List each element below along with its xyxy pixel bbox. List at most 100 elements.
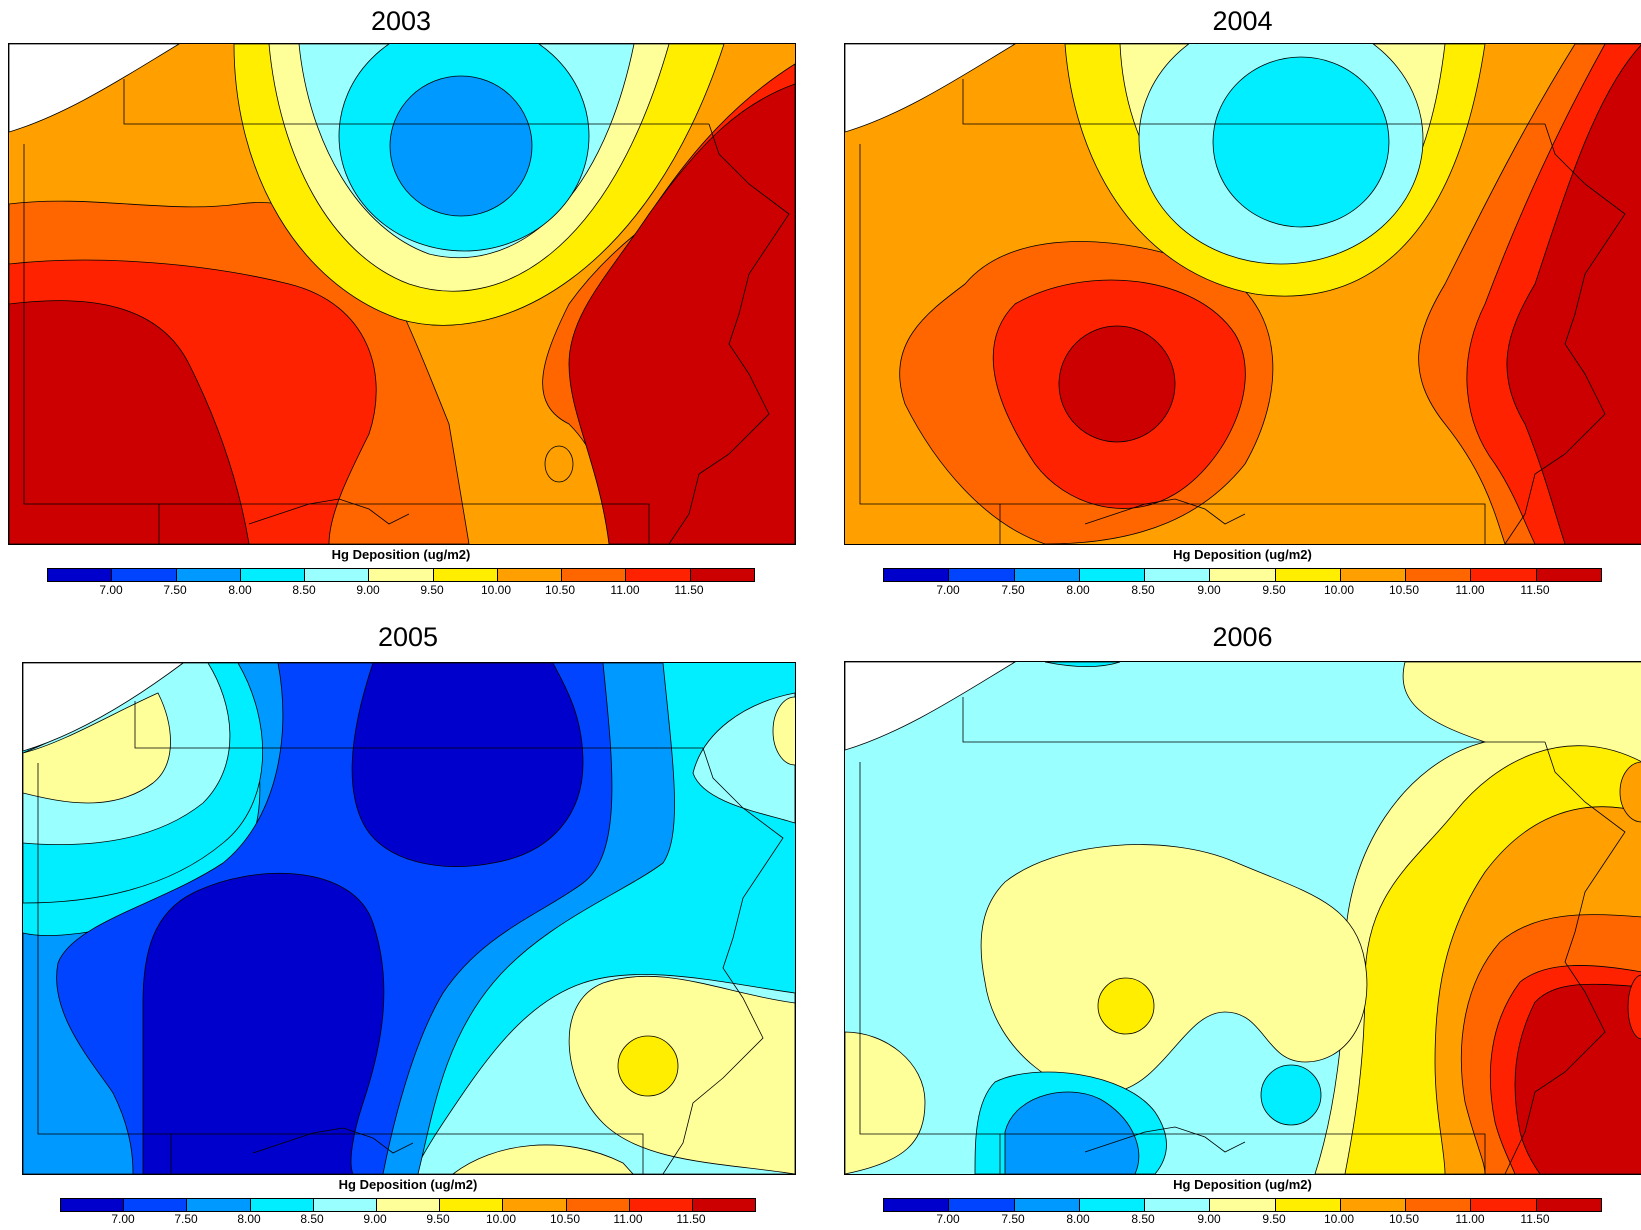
colorbar-tick: 7.50 (163, 583, 187, 597)
colorbar-box (433, 569, 498, 581)
colorbar-box (1275, 1199, 1341, 1211)
colorbar-box (949, 569, 1015, 581)
colorbar-box (1536, 569, 1601, 581)
colorbar-tick: 7.50 (1001, 1212, 1025, 1226)
colorbar-title: Hg Deposition (ug/m2) (338, 1177, 478, 1192)
colorbar-box (305, 569, 370, 581)
colorbar-box (187, 1199, 251, 1211)
colorbar-box (1145, 1199, 1211, 1211)
colorbar-tick: 9.00 (1197, 583, 1221, 597)
colorbar-box (1079, 569, 1146, 581)
contour-plot (845, 44, 1641, 544)
colorbar-box (949, 1199, 1015, 1211)
colorbar (47, 568, 755, 582)
contour-map (844, 43, 1641, 545)
colorbar-tick: 10.00 (485, 1212, 517, 1226)
colorbar-box (503, 1199, 567, 1211)
colorbar-tick: 11.50 (1520, 583, 1550, 597)
colorbar-tick: 10.50 (1388, 583, 1420, 597)
colorbar-tick: 10.00 (1323, 583, 1355, 597)
colorbar-tick: 7.00 (936, 583, 960, 597)
colorbar-box (1406, 1199, 1472, 1211)
colorbar-box (626, 569, 691, 581)
colorbar-tick: 9.50 (1262, 583, 1286, 597)
colorbar-tick: 10.50 (1388, 1212, 1420, 1226)
colorbar-box (690, 569, 754, 581)
colorbar-box (1340, 1199, 1407, 1211)
colorbar-box (61, 1199, 125, 1211)
colorbar-box (629, 1199, 693, 1211)
colorbar-tick: 8.00 (1066, 583, 1090, 597)
panel-title: 2003 (370, 6, 432, 36)
colorbar-tick: 7.00 (111, 1212, 135, 1226)
colorbar-tick: 8.50 (1131, 1212, 1155, 1226)
colorbar-box (1340, 569, 1407, 581)
colorbar-tick: 7.50 (1001, 583, 1025, 597)
colorbar-tick: 8.50 (292, 583, 316, 597)
colorbar-tick: 10.50 (544, 583, 576, 597)
colorbar-tick: 10.00 (1323, 1212, 1355, 1226)
colorbar-box (124, 1199, 188, 1211)
colorbar-tick: 9.50 (1262, 1212, 1286, 1226)
colorbar-tick: 10.50 (549, 1212, 581, 1226)
colorbar-tick: 9.50 (420, 583, 444, 597)
colorbar-tick: 11.00 (1455, 1212, 1485, 1226)
colorbar-tick: 8.00 (1066, 1212, 1090, 1226)
colorbar-box (176, 569, 241, 581)
colorbar-tick: 9.50 (426, 1212, 450, 1226)
colorbar-tick: 9.00 (356, 583, 380, 597)
contour-plot (9, 44, 795, 544)
colorbar-tick: 7.00 (99, 583, 123, 597)
colorbar-tick: 9.00 (1197, 1212, 1221, 1226)
colorbar (60, 1198, 756, 1212)
colorbar-tick: 11.50 (676, 1212, 706, 1226)
colorbar-tick: 11.50 (1520, 1212, 1550, 1226)
colorbar-box (566, 1199, 630, 1211)
colorbar (883, 568, 1602, 582)
colorbar-title: Hg Deposition (ug/m2) (1173, 547, 1312, 562)
colorbar-tick: 11.00 (613, 1212, 643, 1226)
colorbar-box (1145, 569, 1211, 581)
colorbar-box (1471, 1199, 1537, 1211)
panel-title: 2005 (377, 622, 439, 652)
colorbar-tick: 8.50 (300, 1212, 324, 1226)
panel-title: 2004 (1212, 6, 1273, 36)
colorbar-tick: 11.00 (610, 583, 640, 597)
colorbar-box (1014, 1199, 1080, 1211)
contour-map (22, 662, 796, 1175)
colorbar-box (692, 1199, 756, 1211)
contour-plot (23, 663, 795, 1174)
colorbar-box (1210, 1199, 1276, 1211)
contour-map (844, 661, 1641, 1175)
colorbar-box (376, 1199, 441, 1211)
colorbar-box (1014, 569, 1080, 581)
colorbar (883, 1198, 1602, 1212)
colorbar-title: Hg Deposition (ug/m2) (1173, 1177, 1312, 1192)
colorbar-tick: 7.50 (174, 1212, 198, 1226)
colorbar-box (497, 569, 563, 581)
panel-title: 2006 (1212, 622, 1273, 652)
colorbar-box (369, 569, 434, 581)
colorbar-title: Hg Deposition (ug/m2) (331, 547, 471, 562)
colorbar-tick: 11.00 (1455, 583, 1485, 597)
colorbar-box (884, 1199, 950, 1211)
colorbar-tick: 7.00 (936, 1212, 960, 1226)
colorbar-tick: 11.50 (674, 583, 704, 597)
colorbar-tick: 8.00 (237, 1212, 261, 1226)
colorbar-box (1210, 569, 1276, 581)
colorbar-box (1406, 569, 1472, 581)
colorbar-tick: 8.50 (1131, 583, 1155, 597)
colorbar-box (562, 569, 627, 581)
colorbar-box (112, 569, 177, 581)
colorbar-box (1079, 1199, 1146, 1211)
contour-plot (845, 662, 1641, 1174)
colorbar-tick: 10.00 (480, 583, 512, 597)
colorbar-box (250, 1199, 314, 1211)
colorbar-box (240, 569, 306, 581)
contour-map (8, 43, 796, 545)
colorbar-box (1275, 569, 1341, 581)
colorbar-box (1536, 1199, 1601, 1211)
colorbar-tick: 8.00 (228, 583, 252, 597)
colorbar-box (440, 1199, 504, 1211)
colorbar-box (48, 569, 113, 581)
